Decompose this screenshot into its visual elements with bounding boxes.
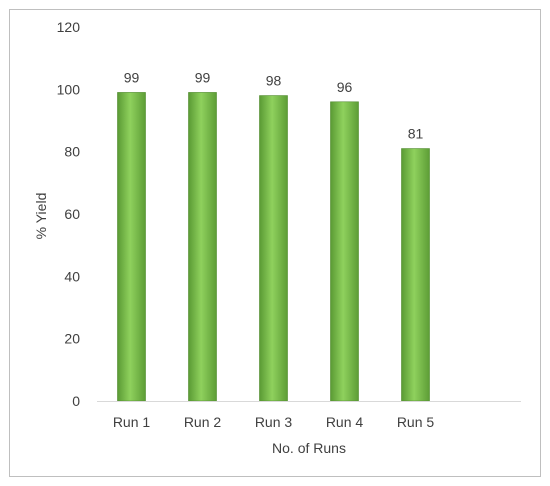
data-label: 99 xyxy=(195,69,211,85)
data-label: 81 xyxy=(408,126,424,142)
y-axis-title: % Yield xyxy=(33,193,49,240)
x-tick-label: Run 3 xyxy=(255,414,293,430)
x-tick-label: Run 2 xyxy=(184,414,222,430)
y-tick-label: 0 xyxy=(72,393,80,409)
x-tick-label: Run 4 xyxy=(326,414,364,430)
data-label: 98 xyxy=(266,73,282,89)
y-axis: 0 20 40 60 80 100 120 xyxy=(57,19,81,409)
y-tick-label: 20 xyxy=(64,331,80,347)
bar xyxy=(330,101,359,402)
y-tick-label: 120 xyxy=(57,19,81,35)
data-label: 96 xyxy=(337,79,353,95)
x-tick-label: Run 1 xyxy=(113,414,151,430)
bars-group xyxy=(117,92,430,402)
y-tick-label: 80 xyxy=(64,144,80,160)
data-labels-group: 99 99 98 96 81 xyxy=(124,69,424,141)
y-tick-label: 40 xyxy=(64,268,80,284)
x-tick-label: Run 5 xyxy=(397,414,435,430)
bar xyxy=(188,92,217,402)
data-label: 99 xyxy=(124,69,140,85)
x-axis: Run 1 Run 2 Run 3 Run 4 Run 5 xyxy=(113,414,435,430)
bar xyxy=(401,148,430,402)
bar xyxy=(259,95,288,402)
x-axis-title: No. of Runs xyxy=(272,440,346,456)
y-tick-label: 60 xyxy=(64,206,80,222)
bar xyxy=(117,92,146,402)
y-tick-label: 100 xyxy=(57,81,81,97)
